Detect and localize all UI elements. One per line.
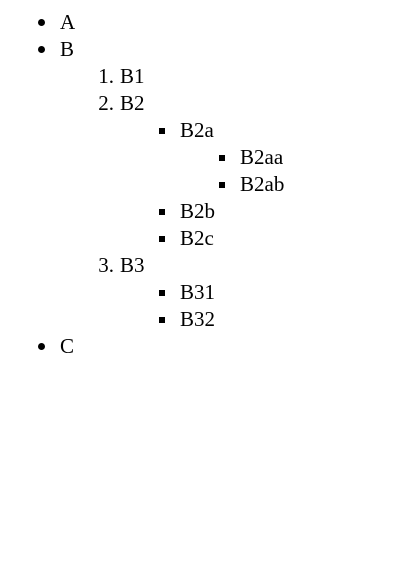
list-number: 2. <box>98 91 114 115</box>
list-item-label: B3 <box>120 253 145 277</box>
bullet-square-icon <box>159 209 165 215</box>
list-item-label: B2 <box>120 91 145 115</box>
list-item-label: B1 <box>120 64 145 88</box>
bullet-disc-icon <box>38 46 45 53</box>
list-item-b2b: B2b <box>159 198 279 225</box>
list-item-label: B31 <box>180 280 216 304</box>
bullet-square-icon <box>159 128 165 134</box>
list-item-b2ab: B2ab <box>219 171 339 198</box>
bullet-square-icon <box>159 236 165 242</box>
list-item-b2c: B2c <box>159 225 279 252</box>
list-item-b1: 1. B1 <box>92 63 212 90</box>
list-item-label: B2aa <box>240 145 284 169</box>
list-item-label: C <box>60 334 75 358</box>
list-item-label: A <box>60 10 76 34</box>
list-item-b31: B31 <box>159 279 279 306</box>
list-item-b3: 3. B3 <box>92 252 212 279</box>
list-item-label: B2a <box>180 118 214 142</box>
bullet-square-icon <box>159 290 165 296</box>
list-item-label: B2b <box>180 199 216 223</box>
list-item-label: B <box>60 37 75 61</box>
bullet-square-icon <box>159 317 165 323</box>
list-item-c: C <box>38 333 138 360</box>
bullet-square-icon <box>219 155 225 161</box>
list-number: 1. <box>98 64 114 88</box>
list-item-b2aa: B2aa <box>219 144 339 171</box>
list-item-a: A <box>38 9 138 36</box>
list-item-label: B2c <box>180 226 214 250</box>
list-item-b2a: B2a <box>159 117 279 144</box>
list-item-label: B32 <box>180 307 216 331</box>
bullet-disc-icon <box>38 343 45 350</box>
list-number: 3. <box>98 253 114 277</box>
bullet-disc-icon <box>38 19 45 26</box>
list-item-b32: B32 <box>159 306 279 333</box>
bullet-square-icon <box>219 182 225 188</box>
list-item-b: B <box>38 36 138 63</box>
list-item-b2: 2. B2 <box>92 90 212 117</box>
list-item-label: B2ab <box>240 172 285 196</box>
